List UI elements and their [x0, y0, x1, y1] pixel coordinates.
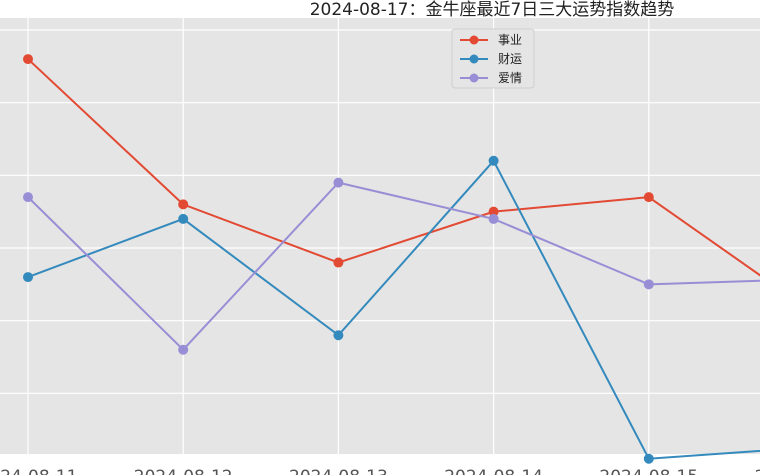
data-point [333, 177, 344, 188]
data-point [178, 344, 189, 355]
data-point [178, 199, 189, 210]
series-1 [23, 54, 760, 277]
x-tick-label: 2024-08-15 [599, 467, 698, 475]
data-point [488, 213, 499, 224]
data-point [643, 279, 654, 290]
data-point [178, 213, 189, 224]
data-point [23, 54, 33, 65]
legend-marker [469, 35, 479, 45]
plot-background [0, 18, 760, 454]
series-line [27, 159, 760, 460]
data-point [23, 272, 33, 283]
data-point [643, 192, 654, 203]
data-point [643, 453, 654, 464]
data-point [333, 257, 344, 268]
legend-item: 爱情 [460, 71, 522, 85]
series-line [27, 58, 760, 277]
x-tick-label: 2024-08-16 [755, 467, 760, 475]
x-tick-labels: 2024-08-11 2024-08-12 2024-08-13 2024-08-14… [0, 467, 760, 475]
series-layer [23, 54, 760, 464]
x-tick-label: 2024-08-12 [134, 467, 233, 475]
legend-label: 财运 [498, 52, 522, 66]
series-line [27, 181, 760, 352]
data-point [23, 192, 33, 203]
series-2 [23, 155, 760, 464]
data-point [333, 330, 344, 341]
data-point [488, 206, 499, 217]
chart-title: 2024-08-17：金牛座最近7日三大运势指数趋势 [310, 0, 675, 20]
x-tick-label: 2024-08-11 [0, 467, 77, 475]
series-3 [23, 177, 760, 355]
legend-marker [469, 73, 479, 83]
grid-lines [0, 18, 760, 454]
x-tick-label: 2024-08-14 [444, 467, 543, 475]
legend-label: 事业 [498, 33, 522, 47]
legend-item: 财运 [460, 52, 522, 66]
legend-item: 事业 [460, 33, 522, 47]
legend-marker [469, 54, 479, 64]
x-tick-label: 2024-08-13 [289, 467, 388, 475]
legend-label: 爱情 [498, 71, 522, 85]
data-point [488, 155, 499, 166]
